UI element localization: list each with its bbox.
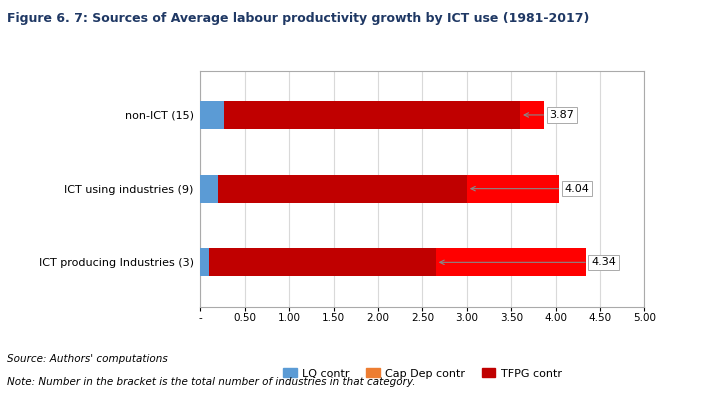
Bar — [467, 174, 559, 203]
Bar — [520, 101, 544, 129]
Bar — [200, 248, 209, 276]
Text: Source: Authors' computations: Source: Authors' computations — [7, 354, 168, 364]
Text: Figure 6. 7: Sources of Average labour productivity growth by ICT use (1981-2017: Figure 6. 7: Sources of Average labour p… — [7, 12, 589, 25]
Text: Note: Number in the bracket is the total number of industries in that category.: Note: Number in the bracket is the total… — [7, 377, 416, 387]
Legend: LQ contr, Cap Dep contr, TFPG contr: LQ contr, Cap Dep contr, TFPG contr — [279, 364, 566, 383]
Bar — [218, 174, 467, 203]
Text: 3.87: 3.87 — [524, 110, 574, 120]
Bar — [436, 248, 586, 276]
Text: 4.34: 4.34 — [440, 257, 616, 267]
Bar — [209, 248, 436, 276]
Bar — [200, 174, 218, 203]
Text: 4.04: 4.04 — [471, 184, 589, 194]
Bar — [224, 101, 520, 129]
Bar — [200, 101, 224, 129]
